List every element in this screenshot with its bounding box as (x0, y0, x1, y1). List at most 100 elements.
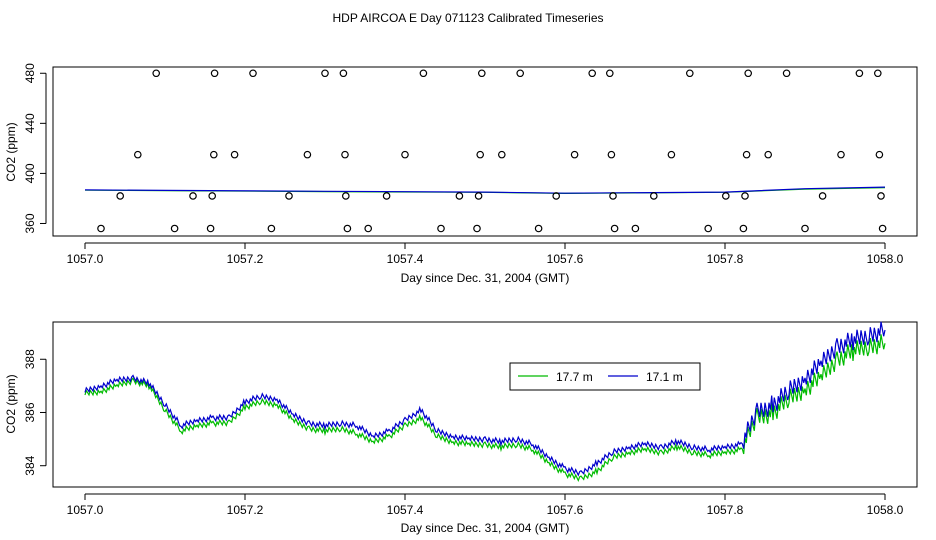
timeseries-panel: 1057.0 1057.2 1057.4 1057.6 1057.8 1058.0 384… (4, 321, 918, 535)
calibration-point (249, 69, 257, 78)
calibration-point (285, 192, 293, 200)
calibration-point (837, 150, 845, 159)
calibration-point (855, 69, 864, 78)
y-tick-label: 360 (23, 213, 37, 233)
calibration-point (667, 150, 676, 159)
calibration-point (721, 192, 730, 200)
calibration-point (534, 224, 543, 233)
calibration-point (437, 224, 445, 233)
y-axis-label: CO2 (ppm) (4, 374, 18, 433)
calibration-point (210, 150, 218, 159)
x-tick-label: 1058.0 (867, 503, 904, 517)
calibration-point (477, 69, 486, 78)
x-tick-label: 1057.6 (547, 252, 584, 266)
calibration-point (189, 192, 197, 200)
calibration-point (134, 150, 142, 159)
calibration-point (473, 224, 481, 233)
y-tick-label: 388 (23, 349, 37, 369)
calibration-point (382, 192, 391, 200)
calibration-point (455, 192, 464, 200)
series-line-17-1-m (84, 321, 886, 477)
calibration-point (552, 192, 561, 200)
calibration-point (764, 150, 773, 159)
y-tick-label: 480 (23, 63, 37, 83)
x-tick-label: 1057.4 (387, 252, 424, 266)
calibration-point (419, 69, 428, 78)
calibration-point (97, 224, 105, 233)
legend: 17.7 m 17.1 m (509, 362, 701, 391)
y-axis-label: CO2 (ppm) (4, 122, 18, 181)
calibration-point (610, 224, 619, 233)
calibration-point (744, 69, 753, 78)
legend-entry-17-1m: 17.1 m (646, 370, 683, 384)
calibration-point (364, 224, 373, 233)
calibration-point (210, 69, 219, 78)
calibration-point (877, 192, 885, 200)
plot-frame (52, 321, 918, 488)
calibration-point (401, 150, 409, 159)
x-tick-label: 1057.0 (67, 252, 104, 266)
y-axis: 360 400 440 480 (23, 63, 47, 233)
series-lines (84, 321, 886, 483)
calibration-point (685, 69, 694, 78)
x-tick-label: 1057.8 (707, 252, 744, 266)
calibration-point (321, 69, 329, 78)
calibration-point (607, 150, 616, 159)
calibration-point (605, 69, 614, 78)
calibration-point (609, 192, 617, 200)
calibration-point (782, 69, 791, 78)
series-line-17-1-m (84, 186, 886, 194)
plot-frame (52, 66, 918, 237)
x-axis: 1057.0 1057.2 1057.4 1057.6 1057.8 1058.0 (67, 242, 904, 266)
series-lines (84, 186, 886, 195)
figure-title: HDP AIRCOA E Day 071123 Calibrated Times… (332, 11, 603, 25)
x-axis: 1057.0 1057.2 1057.4 1057.6 1057.8 1058.0 (67, 493, 904, 517)
calibration-point (741, 192, 749, 200)
calibration-point (341, 150, 349, 159)
calibration-point (878, 224, 887, 233)
calibration-point (206, 224, 215, 233)
calibration-panel: 1057.0 1057.2 1057.4 1057.6 1057.8 1058.0 360… (4, 63, 918, 285)
x-tick-label: 1057.4 (387, 503, 424, 517)
calibration-point (170, 224, 179, 233)
calibration-point (873, 69, 882, 78)
calibration-point (875, 150, 884, 159)
x-tick-label: 1057.2 (227, 252, 264, 266)
calibration-point (588, 69, 597, 78)
calibration-point (152, 69, 161, 78)
calibration-point (516, 69, 525, 78)
calibration-point (497, 150, 506, 159)
calibration-point (116, 192, 125, 200)
y-tick-label: 384 (23, 455, 37, 475)
calibration-point (739, 224, 748, 233)
x-tick-label: 1057.8 (707, 503, 744, 517)
calibration-point (476, 150, 485, 159)
y-tick-label: 400 (23, 163, 37, 183)
calibration-point (303, 150, 312, 159)
calibration-point (230, 150, 239, 159)
calibration-point (474, 192, 483, 200)
y-tick-label: 386 (23, 402, 37, 422)
calibration-points (97, 69, 887, 233)
calibration-point (631, 224, 640, 233)
y-tick-label: 440 (23, 113, 37, 133)
x-axis-label: Day since Dec. 31, 2004 (GMT) (401, 271, 570, 285)
calibration-point (208, 192, 217, 200)
x-tick-label: 1057.2 (227, 503, 264, 517)
calibration-point (801, 224, 809, 233)
calibration-point (818, 192, 827, 200)
y-axis: 384 386 388 (23, 349, 47, 476)
legend-entry-17-7m: 17.7 m (556, 370, 593, 384)
x-tick-label: 1057.6 (547, 503, 584, 517)
calibration-point (341, 192, 350, 200)
calibration-point (570, 150, 579, 159)
calibration-point (343, 224, 352, 233)
calibration-point (649, 192, 658, 200)
calibration-point (339, 69, 348, 78)
x-tick-label: 1057.0 (67, 503, 104, 517)
x-axis-label: Day since Dec. 31, 2004 (GMT) (401, 521, 570, 535)
calibration-point (267, 224, 276, 233)
x-tick-label: 1058.0 (867, 252, 904, 266)
calibration-point (704, 224, 713, 233)
